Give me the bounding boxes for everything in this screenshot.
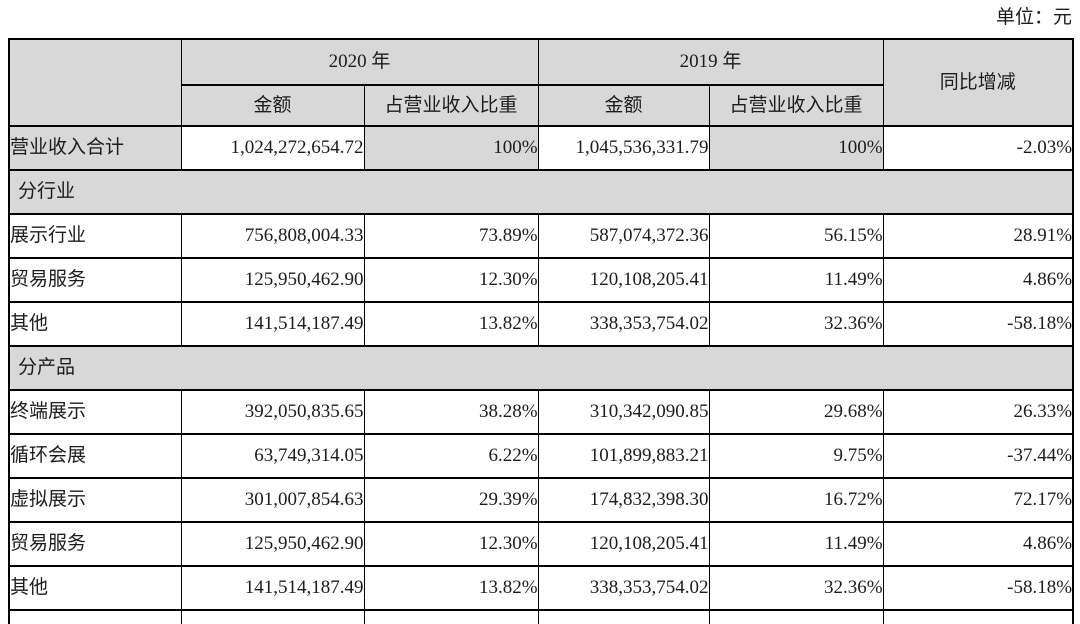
- table-row-total-revenue: 营业收入合计 1,024,272,654.72 100% 1,045,536,3…: [8, 126, 1074, 170]
- amount-2020-cell: 125,950,462.90: [180, 522, 365, 566]
- ratio-2019-cell: 16.72%: [708, 478, 884, 522]
- table-row-trade-services-industry: 贸易服务 125,950,462.90 12.30% 120,108,205.4…: [8, 258, 1074, 302]
- row-label: 其他: [8, 302, 182, 346]
- yoy-cell: -58.18%: [882, 566, 1074, 610]
- yoy-cell: -58.18%: [882, 302, 1074, 346]
- amount-2019-cell: 1,045,536,331.79: [537, 126, 710, 170]
- table-row-display-industry: 展示行业 756,808,004.33 73.89% 587,074,372.3…: [8, 214, 1074, 258]
- amount-2019-cell: 310,342,090.85: [537, 390, 710, 434]
- amount-2020-cell: 141,514,187.49: [180, 302, 365, 346]
- yoy-cell: 28.91%: [882, 214, 1074, 258]
- header-blank-cell: [8, 39, 182, 126]
- row-label: 其他: [8, 566, 182, 610]
- ratio-2019-cell: 56.15%: [708, 214, 884, 258]
- row-label: 虚拟展示: [8, 478, 182, 522]
- ratio-2020-cell: 100%: [363, 126, 539, 170]
- header-row-metrics: 金额 占营业收入比重 金额 占营业收入比重: [9, 85, 1074, 126]
- row-label: 终端展示: [8, 390, 182, 434]
- header-ratio-2019: 占营业收入比重: [708, 85, 884, 126]
- ratio-2019-cell: 32.36%: [708, 302, 884, 346]
- table-row-circular-exhibition: 循环会展 63,749,314.05 6.22% 101,899,883.21 …: [8, 434, 1074, 478]
- header-ratio-2020: 占营业收入比重: [363, 85, 539, 126]
- table-row-other-industry: 其他 141,514,187.49 13.82% 338,353,754.02 …: [8, 302, 1074, 346]
- revenue-breakdown-table: 2020 年 2019 年 同比增减 金额 占营业收入比重 金额 占营业收入比重…: [8, 38, 1075, 624]
- row-label: 循环会展: [8, 434, 182, 478]
- header-yoy-change: 同比增减: [882, 39, 1074, 126]
- ratio-2020-cell: 6.22%: [363, 434, 539, 478]
- ratio-2019-cell: 32.36%: [708, 566, 884, 610]
- amount-2019-cell: 338,353,754.02: [537, 302, 710, 346]
- amount-2019-cell: 101,899,883.21: [537, 434, 710, 478]
- ratio-2019-cell: 100%: [708, 126, 884, 170]
- row-label: 营业收入合计: [8, 126, 182, 170]
- yoy-cell: -37.44%: [882, 434, 1074, 478]
- ratio-2019-cell: 11.49%: [708, 522, 884, 566]
- ratio-2020-cell: 29.39%: [363, 478, 539, 522]
- header-amount-2019: 金额: [537, 85, 710, 126]
- amount-2019-cell: 120,108,205.41: [537, 258, 710, 302]
- section-row-by-industry: 分行业: [8, 170, 1074, 214]
- amount-2019-cell: 587,074,372.36: [537, 214, 710, 258]
- yoy-cell: -2.03%: [882, 126, 1074, 170]
- ratio-2019-cell: 9.75%: [708, 434, 884, 478]
- row-label: 贸易服务: [8, 258, 182, 302]
- ratio-2020-cell: 13.82%: [363, 566, 539, 610]
- amount-2020-cell: 301,007,854.63: [180, 478, 365, 522]
- table-row-virtual-display: 虚拟展示 301,007,854.63 29.39% 174,832,398.3…: [8, 478, 1074, 522]
- ratio-2020-cell: 13.82%: [363, 302, 539, 346]
- section-label: 分行业: [8, 170, 1074, 214]
- header-year-2020: 2020 年: [180, 39, 539, 85]
- ratio-2019-cell: 11.49%: [708, 258, 884, 302]
- yoy-cell: 4.86%: [882, 522, 1074, 566]
- yoy-cell: 72.17%: [882, 478, 1074, 522]
- amount-2020-cell: 756,808,004.33: [180, 214, 365, 258]
- yoy-cell: 4.86%: [882, 258, 1074, 302]
- ratio-2019-cell: 29.68%: [708, 390, 884, 434]
- amount-2019-cell: 174,832,398.30: [537, 478, 710, 522]
- table-row-trade-services-product: 贸易服务 125,950,462.90 12.30% 120,108,205.4…: [8, 522, 1074, 566]
- amount-2020-cell: 1,024,272,654.72: [180, 126, 365, 170]
- yoy-cell: 26.33%: [882, 390, 1074, 434]
- header-row-years: 2020 年 2019 年 同比增减: [8, 39, 1074, 126]
- row-label: 贸易服务: [8, 522, 182, 566]
- amount-2020-cell: 392,050,835.65: [180, 390, 365, 434]
- amount-2020-cell: 125,950,462.90: [180, 258, 365, 302]
- ratio-2020-cell: 73.89%: [363, 214, 539, 258]
- ratio-2020-cell: 12.30%: [363, 522, 539, 566]
- amount-2020-cell: 141,514,187.49: [180, 566, 365, 610]
- row-label: 展示行业: [8, 214, 182, 258]
- amount-2019-cell: 338,353,754.02: [537, 566, 710, 610]
- table-row-terminal-display: 终端展示 392,050,835.65 38.28% 310,342,090.8…: [8, 390, 1074, 434]
- ratio-2020-cell: 12.30%: [363, 258, 539, 302]
- table-row-clipped: [8, 610, 1074, 624]
- section-label: 分产品: [8, 346, 1074, 390]
- unit-label: 单位：元: [995, 7, 1072, 28]
- table-row-other-product: 其他 141,514,187.49 13.82% 338,353,754.02 …: [8, 566, 1074, 610]
- amount-2019-cell: 120,108,205.41: [537, 522, 710, 566]
- amount-2020-cell: 63,749,314.05: [180, 434, 365, 478]
- header-amount-2020: 金额: [180, 85, 365, 126]
- section-row-by-product: 分产品: [8, 346, 1074, 390]
- ratio-2020-cell: 38.28%: [363, 390, 539, 434]
- header-year-2019: 2019 年: [537, 39, 884, 85]
